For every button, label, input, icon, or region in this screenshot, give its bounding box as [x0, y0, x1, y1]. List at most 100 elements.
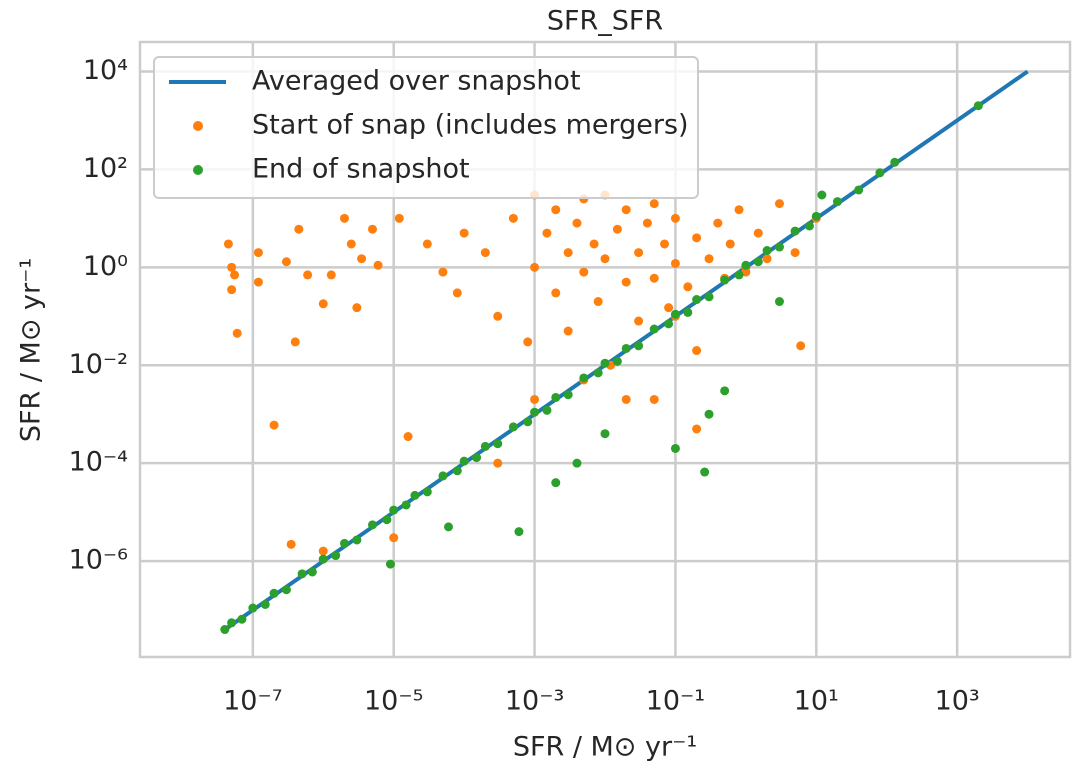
x-tick-label: 10⁻⁵ [364, 686, 423, 717]
point [318, 546, 328, 556]
point [741, 260, 751, 270]
point [373, 260, 383, 270]
point [352, 535, 362, 545]
point [753, 228, 763, 238]
point [790, 226, 800, 236]
point [649, 199, 659, 209]
legend-label: End of snapshot [252, 154, 470, 185]
point [459, 456, 469, 466]
point [385, 559, 395, 569]
point [649, 324, 659, 334]
point [811, 211, 821, 221]
point [660, 239, 670, 249]
point [542, 228, 552, 238]
point [875, 168, 885, 178]
point [700, 467, 710, 477]
point [318, 554, 328, 564]
point [480, 248, 490, 258]
point [713, 218, 723, 228]
point [281, 585, 291, 595]
point [774, 199, 784, 209]
point [634, 341, 644, 351]
point [438, 471, 448, 481]
point [563, 390, 573, 400]
point [551, 392, 561, 402]
point [346, 239, 356, 249]
y-tick-label: 10⁻⁶ [69, 545, 128, 576]
point [530, 407, 540, 417]
point [452, 466, 462, 476]
point [621, 205, 631, 215]
point [973, 101, 983, 111]
point [734, 205, 744, 215]
point [579, 267, 589, 277]
point [248, 603, 258, 613]
y-tick-label: 10⁻² [69, 349, 128, 380]
point [530, 262, 540, 272]
point [253, 277, 263, 287]
point [303, 270, 313, 280]
point [692, 424, 702, 434]
point [551, 478, 561, 488]
point [230, 270, 240, 280]
point [612, 356, 622, 366]
x-tick-label: 10⁻⁷ [223, 686, 282, 717]
x-tick-label: 10⁻¹ [646, 686, 705, 717]
point [600, 358, 610, 368]
point [326, 270, 336, 280]
point [227, 618, 237, 628]
point [753, 257, 763, 267]
point [649, 394, 659, 404]
point [223, 239, 233, 249]
point [514, 527, 524, 537]
point [804, 221, 814, 231]
point [634, 248, 644, 258]
point [890, 157, 900, 167]
point [290, 337, 300, 347]
point [438, 267, 448, 277]
point [551, 288, 561, 298]
point [692, 295, 702, 305]
point [227, 262, 237, 272]
point [762, 254, 772, 264]
point [269, 420, 279, 430]
point [530, 394, 540, 404]
point [227, 285, 237, 295]
point [579, 373, 589, 383]
point [589, 239, 599, 249]
point [790, 248, 800, 258]
point [762, 246, 772, 256]
point [621, 277, 631, 287]
point [403, 432, 413, 442]
point [493, 458, 503, 468]
point [542, 405, 552, 415]
legend-label: Averaged over snapshot [252, 66, 581, 97]
point [307, 567, 317, 577]
x-axis-label: SFR / M⊙ yr⁻¹ [513, 732, 697, 763]
point [563, 248, 573, 258]
point [642, 218, 652, 228]
legend-label: Start of snap (includes mergers) [252, 110, 689, 141]
point [410, 490, 420, 500]
point [817, 190, 827, 200]
point [318, 299, 328, 309]
point [670, 258, 680, 268]
point [523, 417, 533, 427]
point [704, 292, 714, 302]
point [232, 328, 242, 338]
point [452, 288, 462, 298]
point [444, 522, 454, 532]
point [670, 443, 680, 453]
point [854, 185, 864, 195]
point [634, 316, 644, 326]
point [774, 297, 784, 307]
point [339, 538, 349, 548]
point [704, 409, 714, 419]
legend-box [153, 56, 699, 199]
point [253, 248, 263, 258]
point [508, 213, 518, 223]
point [286, 539, 296, 549]
point [339, 213, 349, 223]
